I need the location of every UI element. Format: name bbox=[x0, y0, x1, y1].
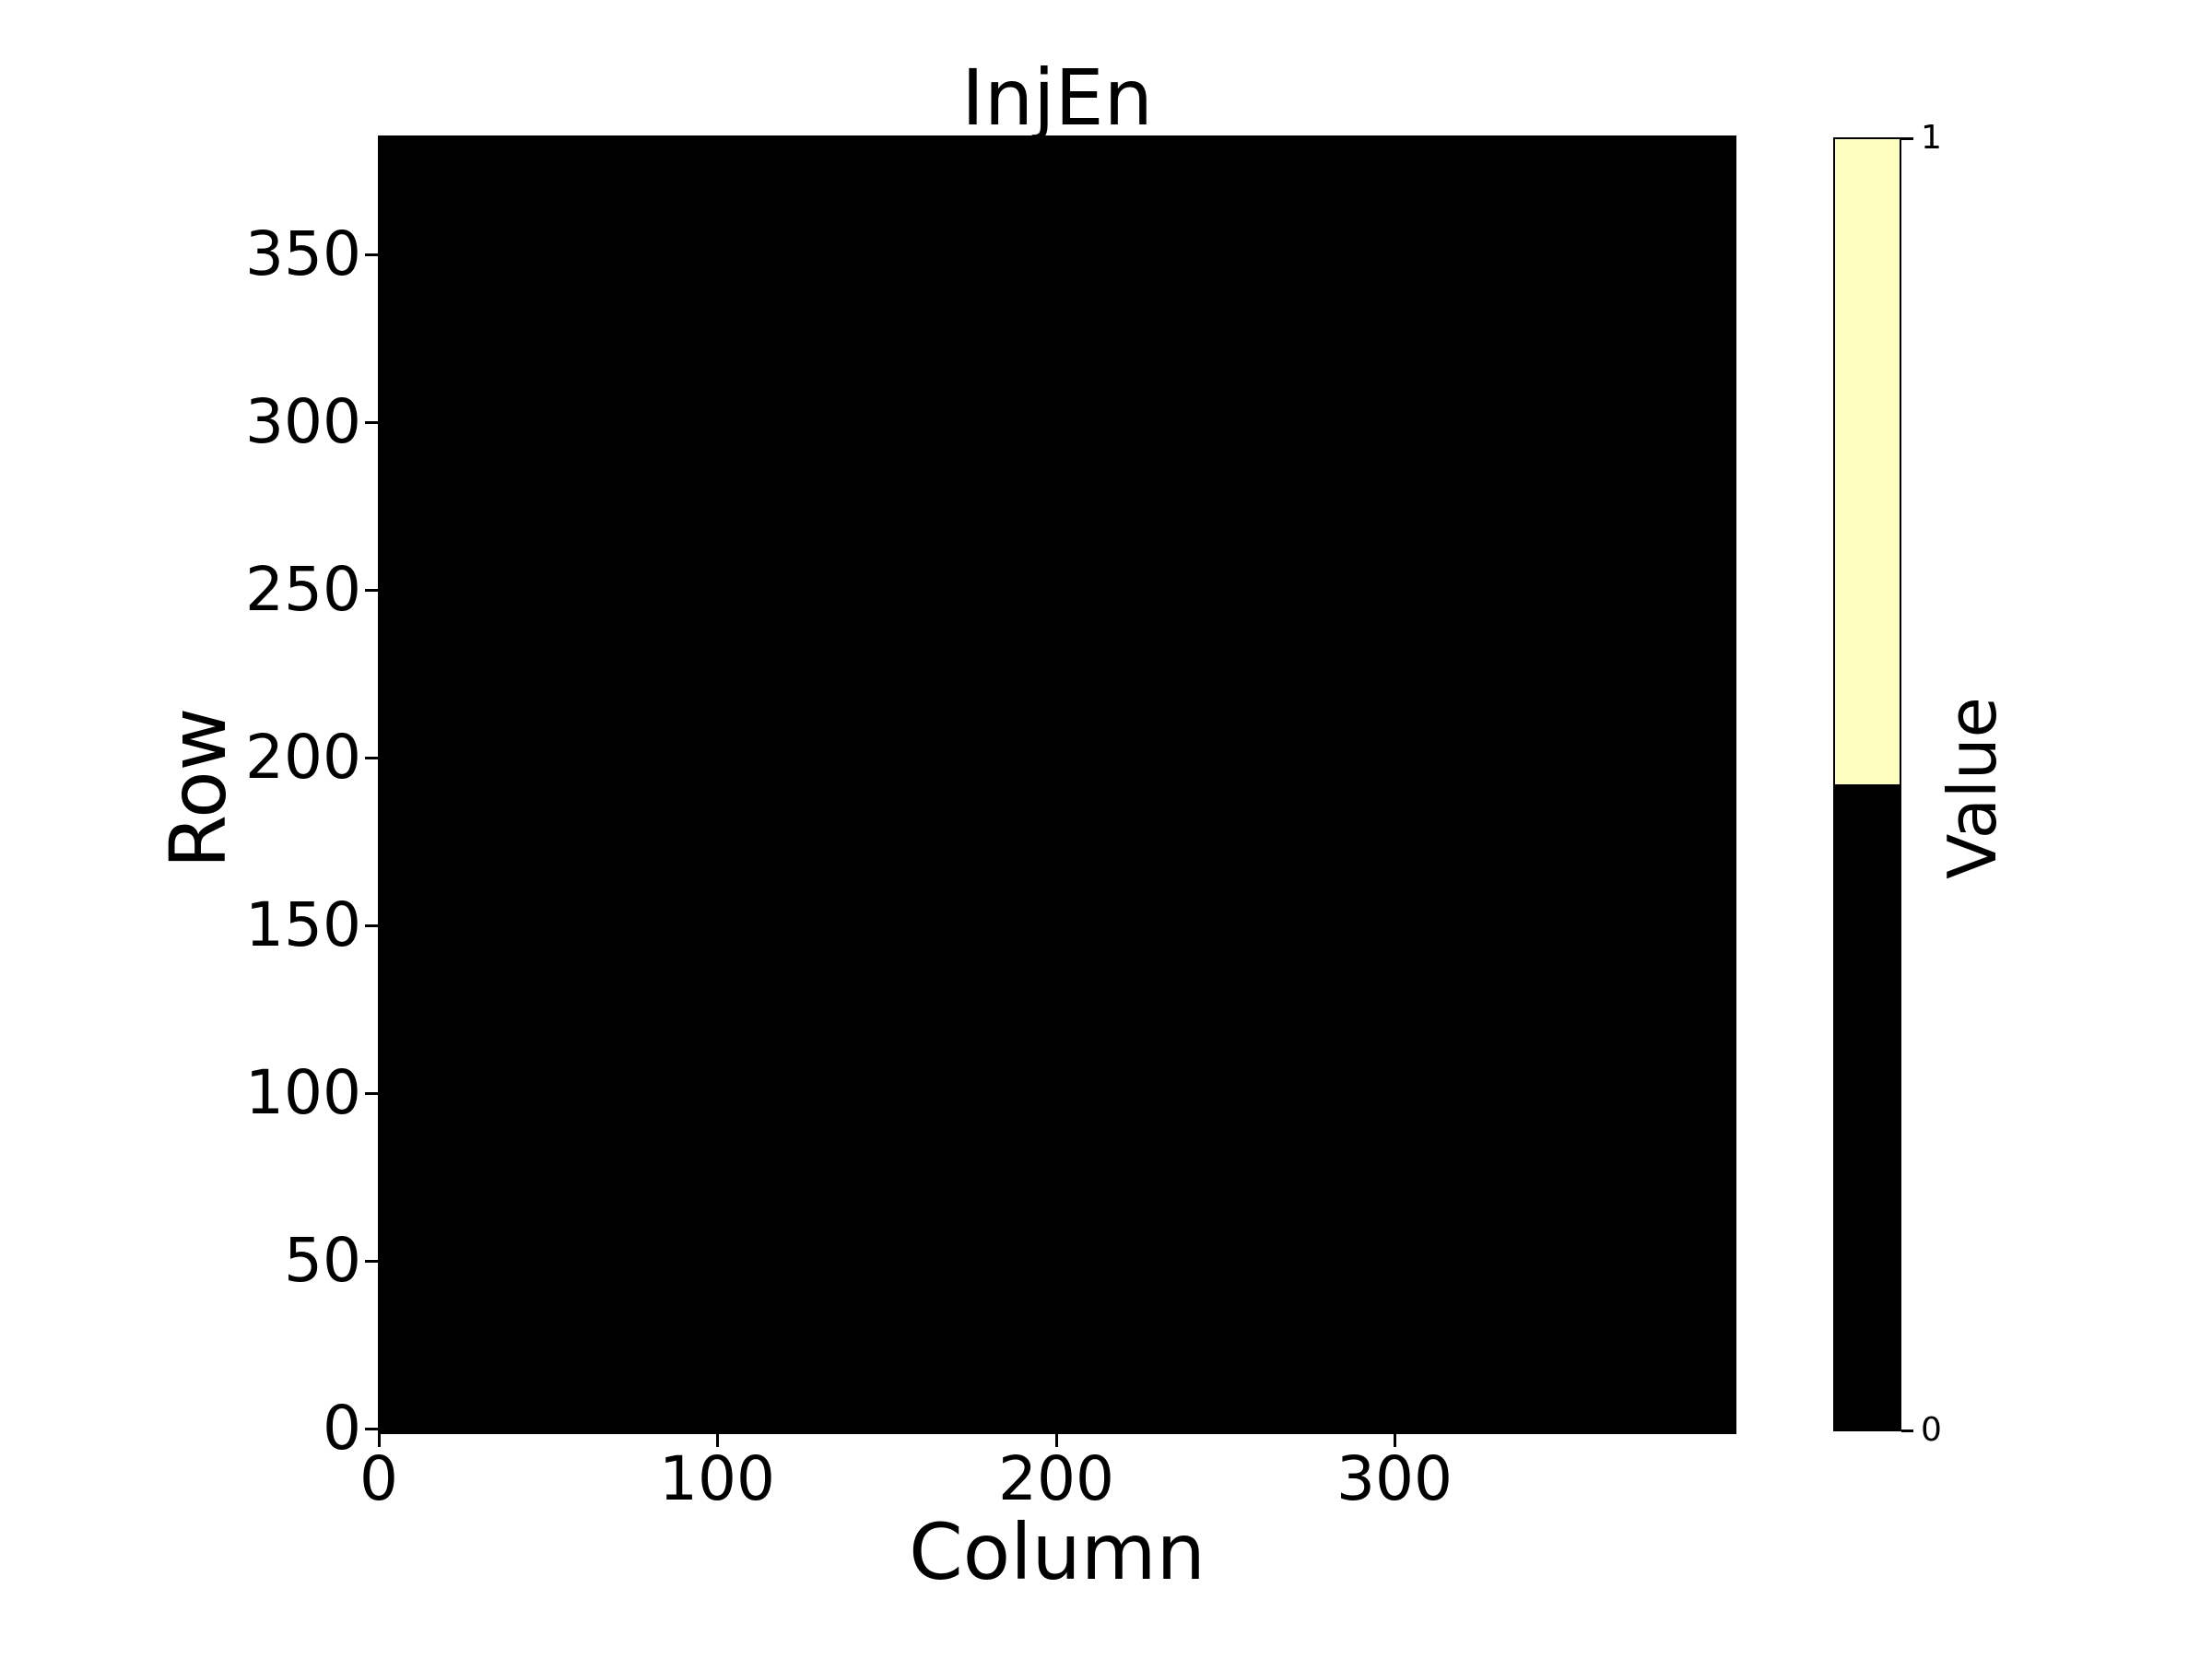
x-tick-label: 0 bbox=[359, 1443, 398, 1514]
chart-title: InjEn bbox=[961, 53, 1153, 143]
y-tick-mark bbox=[365, 1427, 378, 1430]
y-tick-label: 300 bbox=[245, 386, 361, 457]
y-tick-label: 0 bbox=[323, 1393, 361, 1464]
y-tick-label: 150 bbox=[245, 889, 361, 960]
y-axis-label: Row bbox=[153, 707, 243, 869]
x-tick-mark bbox=[377, 1434, 381, 1447]
y-tick-label: 100 bbox=[245, 1057, 361, 1128]
colorbar-segment-low bbox=[1835, 784, 1900, 1430]
y-tick-mark bbox=[365, 924, 378, 927]
y-tick-mark bbox=[365, 588, 378, 592]
x-tick-label: 300 bbox=[1336, 1443, 1453, 1514]
colorbar-label: Value bbox=[1934, 697, 2011, 879]
colorbar-tick-label-high: 1 bbox=[1921, 119, 1942, 157]
x-axis-label: Column bbox=[909, 1507, 1206, 1597]
x-tick-label: 100 bbox=[659, 1443, 775, 1514]
colorbar bbox=[1833, 137, 1901, 1431]
x-tick-mark bbox=[1393, 1434, 1396, 1447]
x-tick-mark bbox=[1054, 1434, 1058, 1447]
y-tick-mark bbox=[365, 1091, 378, 1095]
y-tick-mark bbox=[365, 420, 378, 424]
heatmap bbox=[378, 135, 1736, 1434]
y-tick-label: 50 bbox=[284, 1225, 361, 1296]
colorbar-tick-mark bbox=[1901, 136, 1913, 140]
y-tick-mark bbox=[365, 756, 378, 759]
y-tick-label: 200 bbox=[245, 722, 361, 793]
y-tick-label: 350 bbox=[245, 218, 361, 289]
x-tick-label: 200 bbox=[998, 1443, 1114, 1514]
colorbar-tick-label-low: 0 bbox=[1921, 1411, 1942, 1449]
colorbar-tick-mark bbox=[1901, 1429, 1913, 1432]
y-tick-mark bbox=[365, 253, 378, 256]
x-tick-mark bbox=[715, 1434, 719, 1447]
colorbar-segment-high bbox=[1835, 139, 1900, 784]
y-tick-mark bbox=[365, 1259, 378, 1263]
y-tick-label: 250 bbox=[245, 554, 361, 625]
